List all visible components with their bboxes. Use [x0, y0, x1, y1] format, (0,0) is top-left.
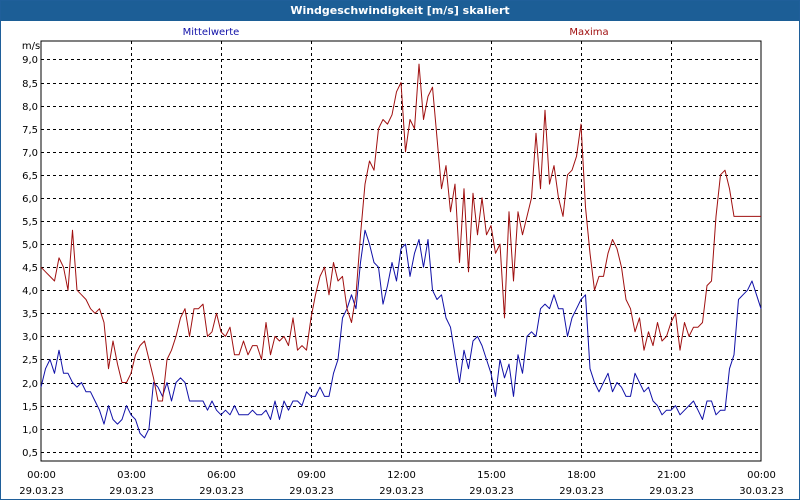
x-tick-date: 29.03.23 [199, 486, 244, 497]
x-tick-time: 18:00 [567, 470, 596, 481]
y-tick-label: 0,5 [22, 448, 38, 459]
legend-mittelwerte: Mittelwerte [183, 27, 240, 38]
y-tick-label: 3,5 [22, 309, 38, 320]
y-tick-label: 8,5 [22, 79, 38, 90]
y-tick-label: 7,5 [22, 125, 38, 136]
y-tick-label: 2,0 [22, 379, 38, 390]
y-tick-label: 2,5 [22, 355, 38, 366]
y-tick-label: 1,0 [22, 425, 38, 436]
x-tick-date: 29.03.23 [559, 486, 604, 497]
x-tick-time: 12:00 [387, 470, 416, 481]
x-tick-date: 29.03.23 [289, 486, 334, 497]
x-tick-time: 15:00 [477, 470, 506, 481]
x-tick-date: 29.03.23 [649, 486, 694, 497]
window-title: Windgeschwindigkeit [m/s] skaliert [1, 1, 799, 21]
y-tick-label: 7,0 [22, 148, 38, 159]
y-tick-label: 1,5 [22, 402, 38, 413]
x-tick-date: 29.03.23 [19, 486, 64, 497]
y-tick-label: 9,0 [22, 55, 38, 66]
y-axis-unit: m/s [22, 41, 40, 52]
x-tick-time: 03:00 [117, 470, 146, 481]
y-tick-label: 6,0 [22, 194, 38, 205]
x-tick-time: 06:00 [207, 470, 236, 481]
y-tick-label: 4,5 [22, 263, 38, 274]
y-tick-label: 6,5 [22, 171, 38, 182]
y-tick-label: 3,0 [22, 332, 38, 343]
x-tick-time: 00:00 [747, 470, 776, 481]
y-tick-label: 5,5 [22, 217, 38, 228]
legend-maxima: Maxima [569, 27, 608, 38]
y-tick-label: 8,0 [22, 102, 38, 113]
y-tick-label: 5,0 [22, 240, 38, 251]
series-line-mittelwerte [40, 229, 762, 439]
x-tick-date: 29.03.23 [469, 486, 514, 497]
series-line-maxima [40, 63, 761, 402]
x-tick-date: 29.03.23 [379, 486, 424, 497]
x-tick-time: 21:00 [657, 470, 686, 481]
x-tick-date: 30.03.23 [739, 486, 784, 497]
x-tick-time: 09:00 [297, 470, 326, 481]
y-tick-label: 4,0 [22, 286, 38, 297]
x-tick-time: 00:00 [27, 470, 56, 481]
x-tick-date: 29.03.23 [109, 486, 154, 497]
